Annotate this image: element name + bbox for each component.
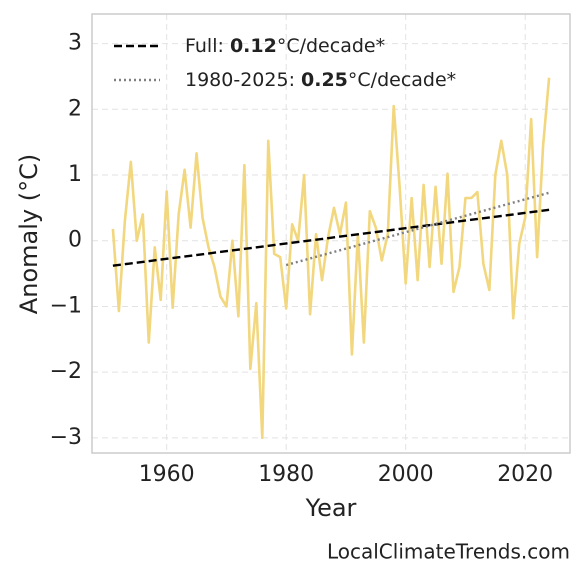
y-tick-label: 2 — [68, 96, 82, 121]
source: LocalClimateTrends.com — [327, 540, 570, 564]
trend-line — [285, 191, 550, 267]
trend-line — [112, 208, 550, 267]
x-axis-label: Year — [305, 494, 357, 522]
plot-frame — [91, 13, 571, 454]
y-tick-label: 0 — [68, 228, 82, 253]
y-tick-label: 3 — [68, 31, 82, 56]
legend-label: 1980-2025: 0.25°C/decade* — [185, 69, 456, 91]
y-axis-label: Anomaly (°C) — [15, 154, 43, 314]
x-tick-label: 2000 — [378, 462, 434, 487]
data-line — [111, 77, 551, 440]
x-tick-label: 2020 — [497, 462, 553, 487]
y-tick-label: 1 — [68, 162, 82, 187]
legend-label: Full: 0.12°C/decade* — [185, 35, 385, 57]
y-tick-label: −1 — [50, 293, 82, 318]
y-tick-label: −3 — [50, 425, 82, 450]
y-tick-label: −2 — [50, 359, 82, 384]
x-tick-label: 1980 — [258, 462, 314, 487]
x-tick-label: 1960 — [139, 462, 195, 487]
